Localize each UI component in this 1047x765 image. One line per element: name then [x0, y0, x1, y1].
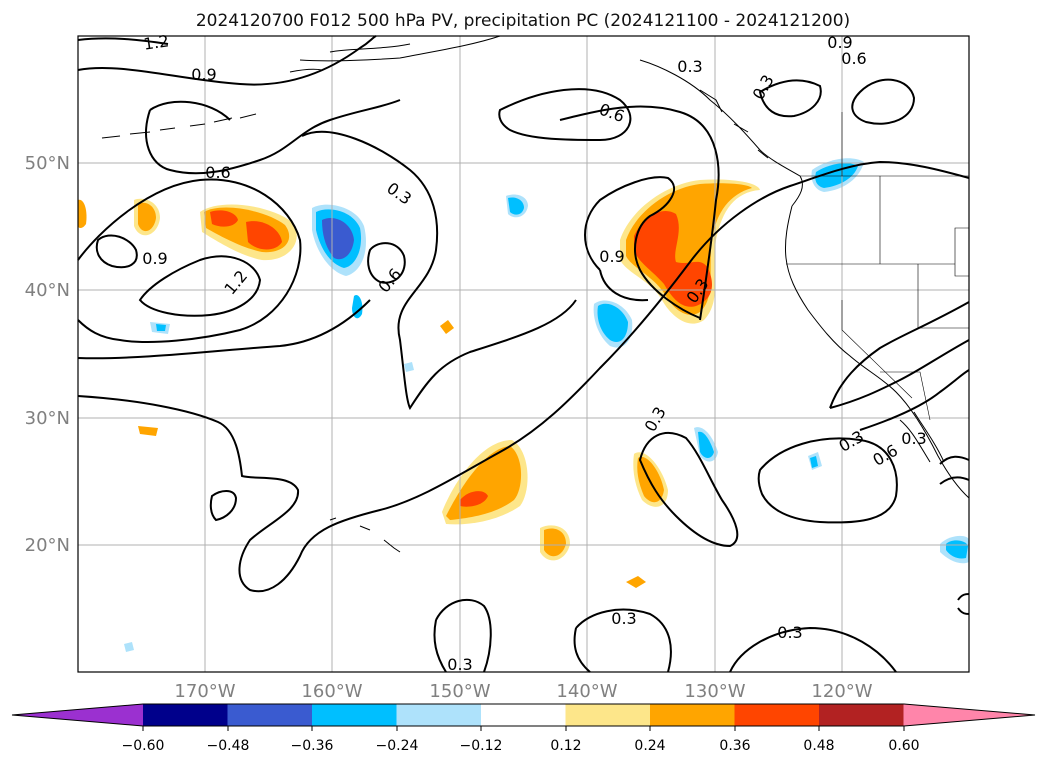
colorbar-tick-labels: −0.60 −0.48 −0.36 −0.24 −0.12 0.12 0.24 …	[122, 738, 920, 754]
map-frame	[77, 35, 970, 673]
colorbar-segment	[227, 704, 313, 726]
colorbar-segment	[481, 704, 566, 726]
colorbar-segment	[565, 704, 651, 726]
colorbar-label: 0.12	[550, 738, 581, 754]
lat-label: 20°N	[25, 535, 70, 556]
colorbar-label: 0.48	[803, 738, 834, 754]
coastlines	[101, 35, 970, 553]
contour-label: 0.3	[677, 57, 702, 76]
contour-label: 1.2	[142, 31, 170, 53]
lat-label: 40°N	[25, 280, 70, 301]
lat-label: 50°N	[25, 153, 70, 174]
pv-contours	[77, 35, 970, 673]
colorbar-segment	[396, 704, 482, 726]
contour-label: 0.6	[841, 49, 866, 68]
precip-negative-shading	[124, 158, 969, 652]
colorbar-label: −0.60	[122, 738, 165, 754]
colorbar-segment	[903, 704, 1035, 726]
latitude-labels: 50°N 40°N 30°N 20°N	[25, 153, 70, 556]
colorbar-label: 0.60	[888, 738, 919, 754]
colorbar-segments	[12, 704, 1035, 726]
contour-label: 0.3	[447, 655, 472, 674]
lon-label: 150°W	[429, 681, 490, 702]
colorbar-label: −0.24	[376, 738, 419, 754]
colorbar-segment	[819, 704, 904, 726]
colorbar-segment	[650, 704, 735, 726]
contour-label: 0.9	[827, 33, 852, 52]
map-title: 2024120700 F012 500 hPa PV, precipitatio…	[196, 11, 850, 31]
contour-label: 0.6	[205, 163, 230, 182]
lon-label: 120°W	[811, 681, 872, 702]
contour-label: 0.3	[777, 623, 802, 642]
lon-label: 160°W	[301, 681, 362, 702]
colorbar-label: −0.48	[207, 738, 250, 754]
lat-label: 30°N	[25, 408, 70, 429]
graticule	[78, 36, 969, 672]
map-panel: 1.2 0.9 0.6 0.9 1.2 0.3 0.6 0.6 0.3 0.9 …	[77, 31, 970, 674]
colorbar-label: −0.12	[460, 738, 503, 754]
colorbar-segment	[12, 704, 143, 726]
lon-label: 140°W	[556, 681, 617, 702]
lon-label: 130°W	[684, 681, 745, 702]
colorbar-segment	[734, 704, 820, 726]
colorbar-segment	[143, 704, 228, 726]
contour-label: 0.3	[611, 609, 636, 628]
contour-label: 0.9	[191, 65, 216, 84]
colorbar: −0.60 −0.48 −0.36 −0.24 −0.12 0.12 0.24 …	[11, 703, 1036, 754]
colorbar-label: 0.36	[719, 738, 750, 754]
colorbar-label: −0.36	[291, 738, 334, 754]
longitude-labels: 170°W 160°W 150°W 140°W 130°W 120°W	[174, 681, 872, 702]
colorbar-ticks	[142, 726, 905, 731]
contour-label: 0.9	[142, 249, 167, 268]
contour-label: 0.9	[599, 247, 624, 266]
colorbar-label: 0.24	[634, 738, 665, 754]
precip-positive-shading	[78, 179, 760, 588]
lon-label: 170°W	[174, 681, 235, 702]
colorbar-segment	[312, 704, 397, 726]
contour-label: 0.3	[901, 429, 926, 448]
